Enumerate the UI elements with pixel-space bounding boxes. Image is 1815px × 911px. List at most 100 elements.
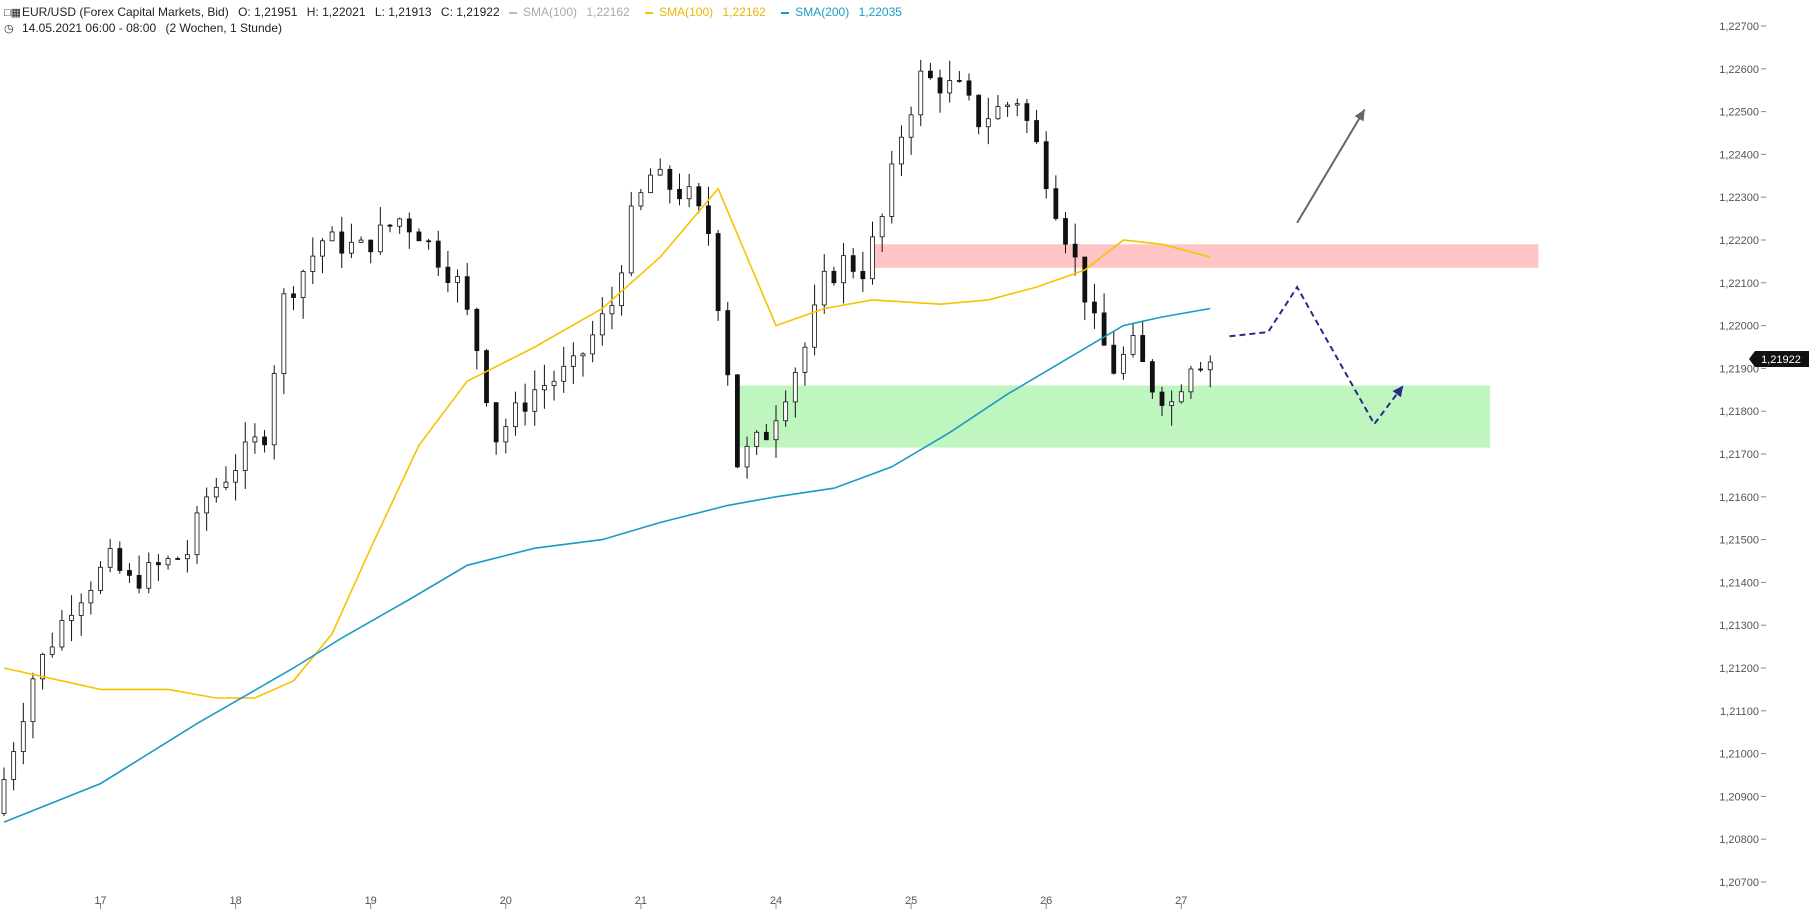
timeframe-row: ◷ 14.05.2021 06:00 - 08:00 (2 Wochen, 1 S… [4,21,288,35]
candle [146,562,152,589]
candle [976,94,982,128]
candle [127,570,132,576]
candle [445,266,451,283]
y-tick-label: 1,22000 [1719,321,1759,333]
low-value: L: 1,21913 [374,5,432,19]
candle [503,426,509,443]
candle [831,270,837,284]
candle [561,365,567,382]
candle [40,653,45,680]
indicator-sma100[interactable]: SMA(100) 1,22162 [645,5,772,19]
x-tick-label: 24 [770,895,782,907]
candle [59,620,65,648]
candle [397,218,403,227]
legend-swatch [645,11,654,14]
candle [175,558,181,560]
indicator-sma200[interactable]: SMA(200) 1,22035 [781,5,908,19]
candle [744,445,750,468]
y-tick-label: 1,21200 [1719,663,1759,675]
candle [657,168,663,176]
candle [493,402,499,443]
candle [841,255,846,284]
indicator-value: 1,22162 [722,5,766,19]
x-tick-label: 27 [1175,895,1187,907]
candle [1178,391,1184,403]
candle [570,355,576,367]
candle [1014,103,1020,106]
candle [435,240,441,268]
candle [1092,301,1097,314]
indicator-value: 1,22162 [586,5,630,19]
candle [213,486,219,498]
candle [667,168,673,190]
y-tick-label: 1,21300 [1719,620,1759,632]
candle [735,374,740,468]
scenario-arrow-up[interactable] [1296,108,1366,224]
candle [49,646,55,655]
candle [947,80,953,94]
sma100-line[interactable] [3,187,1211,699]
y-tick-label: 1,20800 [1719,834,1759,846]
candle [11,751,17,780]
candle [956,80,962,82]
candle [117,548,123,571]
candle [918,70,924,116]
candle [474,308,480,352]
projection-arrowhead [1392,385,1404,398]
y-tick-label: 1,21900 [1719,363,1759,375]
candle [406,218,412,233]
sma200-line[interactable] [3,307,1211,823]
candle [416,231,422,242]
y-tick-label: 1,21400 [1719,577,1759,589]
candle [580,353,586,357]
candle [252,436,258,443]
x-tick-label: 25 [905,895,917,907]
candle [551,380,557,386]
candle [184,554,190,560]
projection-path[interactable] [1229,285,1405,426]
candle [763,431,769,441]
candle [233,470,239,483]
candle [1005,104,1010,107]
candle [464,276,470,310]
y-tick-label: 1,22400 [1719,149,1759,161]
indicator-name: SMA(100) [522,5,578,19]
candle [899,136,904,165]
candle [1034,120,1039,143]
candle [30,678,36,723]
candle [1198,368,1203,371]
y-tick-label: 1,22500 [1719,107,1759,119]
candle [773,420,779,441]
current-price-badge [1749,350,1809,367]
indicator-sma100-muted[interactable]: SMA(100) 1,22162 [508,5,636,19]
candle [1053,188,1059,219]
y-tick-label: 1,21500 [1719,535,1759,547]
legend-swatch [508,11,517,14]
candle [1169,401,1175,406]
candle [686,186,692,200]
candle [860,271,866,280]
clock-icon: ◷ [4,23,14,35]
candle [426,240,432,243]
candle [638,192,644,207]
candle [1121,353,1126,374]
support-zone[interactable] [737,385,1491,448]
candle [310,255,316,272]
candle [628,205,634,274]
candle [1149,361,1155,393]
current-price-label: 1,21922 [1761,354,1801,366]
candle [155,562,161,566]
chart-header: □▦EUR/USD (Forex Capital Markets, Bid) O… [4,5,914,19]
candle [609,305,615,315]
candle [725,310,731,376]
close-value: C: 1,21922 [440,5,500,19]
candle [98,566,103,591]
candle [242,441,248,471]
y-tick-label: 1,22700 [1719,21,1759,33]
candle [1140,335,1146,362]
x-tick-label: 21 [635,895,647,907]
legend-swatch [781,11,790,14]
x-tick-label: 17 [94,895,106,907]
candle [648,174,653,194]
